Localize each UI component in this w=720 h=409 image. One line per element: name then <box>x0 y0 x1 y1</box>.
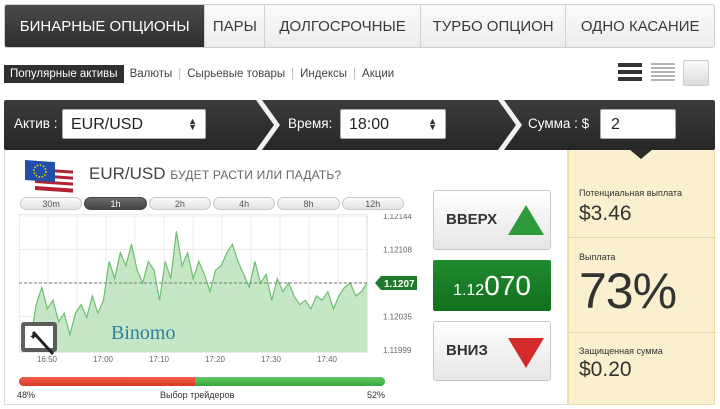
tab-binary-options[interactable]: БИНАРНЫЕ ОПЦИОНЫ <box>5 5 205 47</box>
asset-select-value: EUR/USD <box>71 116 144 133</box>
select-arrows-icon: ▲ ▼ <box>188 116 197 132</box>
y-tick-label: 1.12108 <box>383 246 412 255</box>
x-tick-label: 17:30 <box>261 355 282 364</box>
timeframe-2h[interactable]: 2h <box>148 197 211 210</box>
chart-tools-icon[interactable]: ✦ <box>21 322 57 356</box>
subnav-popular-assets[interactable]: Популярные активы <box>4 65 124 83</box>
divider <box>569 332 716 333</box>
trade-parameters-bar: Актив : EUR/USD ▲ ▼ Время: 18:00 ▲ ▼ Сумма… <box>4 100 715 150</box>
payout-label: Выплата <box>579 252 616 262</box>
trade-panel: EUR/USD БУДЕТ РАСТИ ИЛИ ПАДАТЬ? 30m 1h 2… <box>4 150 568 405</box>
timeframe-12h[interactable]: 12h <box>341 197 404 210</box>
step-divider-icon <box>498 100 522 150</box>
x-tick-label: 17:20 <box>205 355 226 364</box>
timeframe-selector: 30m 1h 2h 4h 8h 12h <box>19 197 405 211</box>
current-price-display: 1.12070 <box>433 260 551 311</box>
x-tick-label: 17:00 <box>93 355 114 364</box>
step-divider-icon <box>256 100 280 150</box>
subnav-divider: | <box>353 68 357 80</box>
down-arrow-icon <box>508 338 544 368</box>
time-label: Время: <box>288 116 333 131</box>
amount-input[interactable]: 2 <box>600 109 676 139</box>
tab-long-term[interactable]: ДОЛГОСРОЧНЫЕ <box>264 5 420 47</box>
up-button-label: ВВЕРХ <box>446 211 498 228</box>
compact-list-view-icon[interactable] <box>650 60 676 86</box>
potential-payout-label: Потенциальная выплата <box>579 188 682 198</box>
asset-label: Актив : <box>14 116 58 131</box>
y-tick-label: 1.11999 <box>383 346 412 355</box>
payout-percentage: 73% <box>579 263 677 319</box>
sell-share-bar <box>19 377 195 386</box>
x-tick-label: 17:10 <box>149 355 170 364</box>
grid-view-icon[interactable] <box>683 60 709 86</box>
price-line <box>24 231 368 341</box>
view-toggle <box>617 60 709 86</box>
protected-amount-value: $0.20 <box>579 358 632 381</box>
subnav-indices[interactable]: Индексы <box>300 68 348 80</box>
subnav-commodities[interactable]: Сырьевые товары <box>187 68 286 80</box>
amount-input-value: 2 <box>611 116 620 133</box>
select-arrows-icon: ▲ ▼ <box>428 116 437 132</box>
traders-choice-bar <box>19 377 385 386</box>
down-button-label: ВНИЗ <box>446 342 488 359</box>
x-tick-label: 16:50 <box>37 355 58 364</box>
panel-pointer-icon <box>629 149 653 159</box>
tab-one-touch[interactable]: ОДНО КАСАНИЕ <box>565 5 714 47</box>
asset-title: EUR/USD БУДЕТ РАСТИ ИЛИ ПАДАТЬ? <box>89 164 341 184</box>
subnav-divider: | <box>178 68 182 80</box>
tab-turbo-option[interactable]: ТУРБО ОПЦИОН <box>419 5 566 47</box>
price-chart[interactable]: 1.121441.121081.120711.120351.119991.120… <box>19 214 429 374</box>
price-prefix: 1.12 <box>453 282 485 299</box>
price-suffix: 070 <box>484 270 531 301</box>
buy-share-bar <box>194 377 385 386</box>
timeframe-1h[interactable]: 1h <box>84 197 147 210</box>
up-arrow-icon <box>508 205 544 235</box>
eu-us-flag-icon <box>25 160 73 193</box>
svg-text:✦: ✦ <box>29 332 37 343</box>
binomo-watermark: Binomo <box>111 322 175 344</box>
asset-question: БУДЕТ РАСТИ ИЛИ ПАДАТЬ? <box>170 168 342 182</box>
tab-pairs[interactable]: ПАРЫ <box>204 5 264 47</box>
put-down-button[interactable]: ВНИЗ <box>433 321 551 381</box>
asset-select[interactable]: EUR/USD ▲ ▼ <box>62 109 206 139</box>
protected-amount-label: Защищенная сумма <box>579 346 663 356</box>
divider <box>569 237 716 238</box>
payout-panel: Потенциальная выплата $3.46 Выплата 73% … <box>568 149 716 405</box>
option-type-tabs: БИНАРНЫЕ ОПЦИОНЫ ПАРЫ ДОЛГОСРОЧНЫЕ ТУРБО… <box>4 4 715 48</box>
list-view-icon[interactable] <box>617 60 643 86</box>
subnav-currencies[interactable]: Валюты <box>129 68 173 80</box>
timeframe-4h[interactable]: 4h <box>212 197 276 210</box>
x-tick-label: 17:40 <box>317 355 338 364</box>
timeframe-8h[interactable]: 8h <box>277 197 340 210</box>
amount-label: Сумма : $ <box>528 116 590 131</box>
traders-choice-caption: Выбор трейдеров <box>160 390 235 400</box>
expiry-time-select[interactable]: 18:00 ▲ ▼ <box>340 109 446 139</box>
y-tick-label: 1.12035 <box>383 313 412 322</box>
subnav-stocks[interactable]: Акции <box>362 68 395 80</box>
price-area <box>25 231 367 352</box>
asset-name: EUR/USD <box>89 164 166 183</box>
asset-category-nav: Популярные активы Валюты | Сырьевые това… <box>4 64 400 84</box>
time-select-value: 18:00 <box>349 116 390 133</box>
potential-payout-value: $3.46 <box>579 202 632 225</box>
timeframe-30m[interactable]: 30m <box>20 197 83 210</box>
current-price-label: 1.1207 <box>384 279 415 290</box>
y-tick-label: 1.12144 <box>383 214 412 221</box>
current-price-tag <box>375 276 417 290</box>
sell-percentage: 48% <box>17 390 36 400</box>
subnav-divider: | <box>291 68 295 80</box>
buy-percentage: 52% <box>367 390 386 400</box>
call-up-button[interactable]: ВВЕРХ <box>433 190 551 250</box>
